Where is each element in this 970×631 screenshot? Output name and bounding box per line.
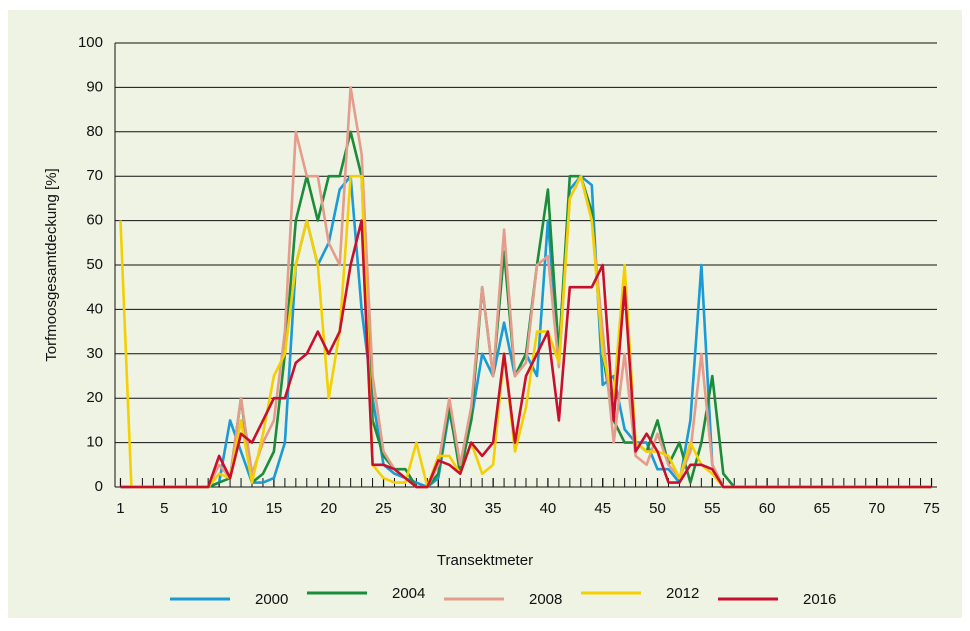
- x-tick-label: 20: [320, 500, 337, 517]
- x-tick-label: 5: [160, 500, 168, 517]
- x-tick-label: 30: [430, 500, 447, 517]
- y-tick-label: 50: [86, 256, 103, 273]
- y-tick-label: 80: [86, 123, 103, 140]
- x-tick-label: 40: [540, 500, 557, 517]
- y-tick-label: 20: [86, 389, 103, 406]
- legend-label: 2012: [666, 585, 699, 602]
- y-tick-label: 60: [86, 212, 103, 229]
- y-axis-title: Torfmoosgesamtdeckung [%]: [43, 168, 60, 361]
- x-tick-label: 25: [375, 500, 392, 517]
- legend-label: 2016: [803, 591, 836, 608]
- y-tick-label: 10: [86, 434, 103, 451]
- x-tick-label: 35: [485, 500, 502, 517]
- legend-label: 2000: [255, 591, 288, 608]
- x-tick-label: 1: [116, 500, 124, 517]
- legend-label: 2004: [392, 585, 425, 602]
- x-tick-label: 50: [649, 500, 666, 517]
- y-tick-label: 100: [78, 34, 103, 51]
- y-tick-label: 40: [86, 300, 103, 317]
- x-tick-label: 75: [923, 500, 940, 517]
- x-tick-label: 55: [704, 500, 721, 517]
- x-tick-label: 15: [266, 500, 283, 517]
- x-tick-label: 45: [594, 500, 611, 517]
- series-line: [120, 219, 932, 489]
- x-tick-label: 60: [759, 500, 776, 517]
- y-tick-label: 70: [86, 167, 103, 184]
- x-axis-title: Transektmeter: [437, 552, 533, 569]
- x-tick-label: 10: [211, 500, 228, 517]
- x-tick-label: 70: [868, 500, 885, 517]
- x-tick-label: 65: [814, 500, 831, 517]
- legend-label: 2008: [529, 591, 562, 608]
- y-tick-label: 90: [86, 78, 103, 95]
- y-tick-label: 30: [86, 345, 103, 362]
- y-tick-label: 0: [95, 478, 103, 495]
